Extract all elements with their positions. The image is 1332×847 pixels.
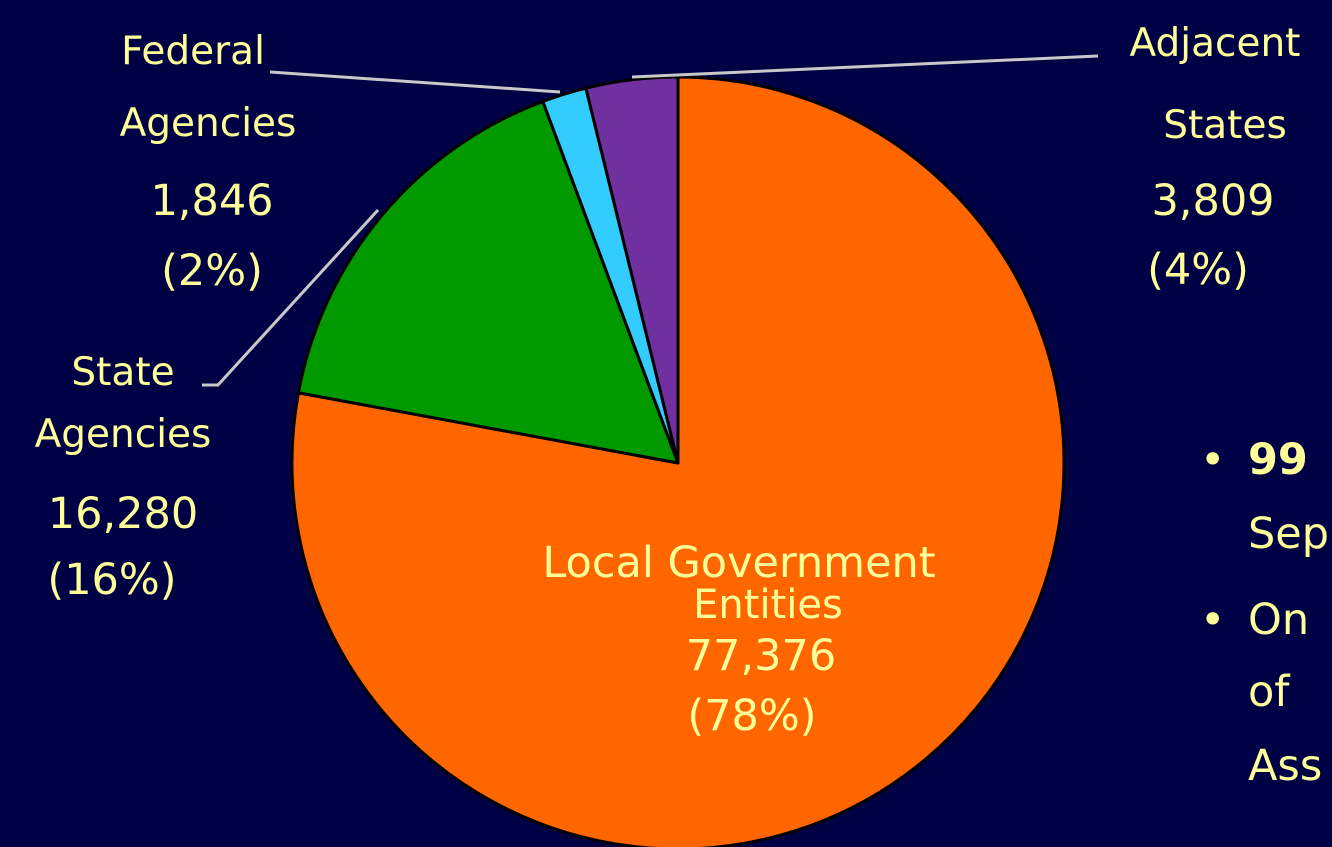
federal-label-line-1: Federal xyxy=(121,29,265,74)
bullet-dot-2: • xyxy=(1200,595,1225,645)
leader-line-state xyxy=(202,208,380,387)
state-percent: (16%) xyxy=(47,555,176,605)
state-label-line-1: State xyxy=(71,350,174,395)
pie-slice-state-agencies xyxy=(296,99,680,465)
leader-line-federal xyxy=(269,70,561,94)
adjacent-label-line-1: Adjacent xyxy=(1130,21,1301,66)
local-label-line-1: Local Government xyxy=(542,538,935,588)
leader-lines xyxy=(202,54,1099,387)
federal-percent: (2%) xyxy=(161,246,263,296)
bullet-text-1: 99 xyxy=(1248,435,1308,485)
adjacent-value: 3,809 xyxy=(1151,176,1274,226)
bullet-continuation-1: Sep xyxy=(1248,509,1329,559)
local-label-line-2: Entities xyxy=(693,582,843,628)
adjacent-label-line-2: States xyxy=(1163,103,1287,148)
bullet-continuation-2: of xyxy=(1248,667,1290,717)
bullet-text-2: On xyxy=(1248,595,1309,645)
pie-slices xyxy=(290,75,1066,847)
slice-label-federal: Federal Agencies 1,846 (2%) xyxy=(120,29,297,296)
pie-slice-adjacent-states xyxy=(584,75,680,465)
state-value: 16,280 xyxy=(48,489,198,539)
slice-label-local: Local Government Entities 77,376 (78%) xyxy=(542,538,935,741)
slice-label-state: State Agencies 16,280 (16%) xyxy=(35,350,212,605)
state-label-line-2: Agencies xyxy=(35,412,212,457)
federal-label-line-2: Agencies xyxy=(120,101,297,146)
adjacent-percent: (4%) xyxy=(1147,245,1249,295)
federal-value: 1,846 xyxy=(150,176,273,226)
bullet-list: • 99 Sep • On of Ass xyxy=(1200,435,1329,791)
bullet-dot-1: • xyxy=(1200,435,1225,485)
slice-label-adjacent: Adjacent States 3,809 (4%) xyxy=(1130,21,1301,295)
leader-line-adjacent xyxy=(631,54,1099,79)
local-percent: (78%) xyxy=(687,691,816,741)
local-value: 77,376 xyxy=(686,631,836,681)
bullet-continuation-3: Ass xyxy=(1248,741,1322,791)
